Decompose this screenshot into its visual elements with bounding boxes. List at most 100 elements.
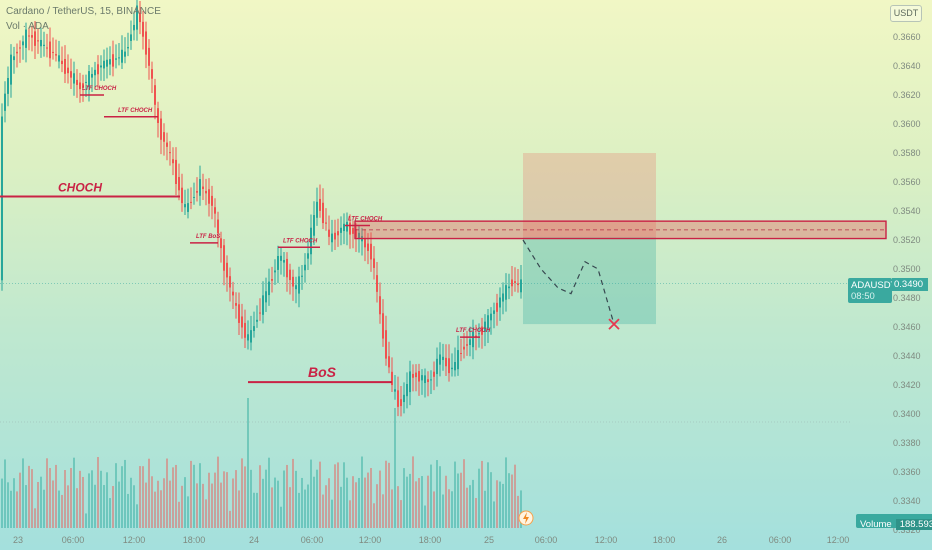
volume-bar: [322, 494, 324, 528]
x-axis-tick-label: 12:00: [595, 535, 618, 545]
candle-body: [349, 222, 351, 235]
volume-bar: [244, 466, 246, 528]
x-axis-tick-label: 23: [13, 535, 23, 545]
candle-body: [433, 371, 435, 377]
x-axis-tick-label: 24: [249, 535, 259, 545]
candle-body: [73, 73, 75, 84]
volume-bar: [448, 489, 450, 528]
volume-bar: [277, 480, 279, 528]
candle-body: [67, 67, 69, 74]
currency-button[interactable]: USDT: [890, 5, 922, 22]
volume-bar: [505, 457, 507, 528]
volume-bar: [115, 463, 117, 528]
x-axis-tick-label: 18:00: [183, 535, 206, 545]
candle-body: [94, 69, 96, 76]
x-axis-tick-label: 18:00: [653, 535, 676, 545]
candle-body: [235, 303, 237, 306]
candle-body: [292, 276, 294, 287]
volume-bar: [343, 462, 345, 528]
volume-bar: [169, 480, 171, 528]
volume-bar: [7, 482, 9, 528]
candle-body: [25, 29, 27, 48]
volume-bar: [235, 470, 237, 528]
candle-body: [208, 189, 210, 204]
structure-label: LTF BoS: [196, 234, 220, 240]
volume-bar: [46, 458, 48, 528]
volume-bar: [130, 477, 132, 528]
volume-bar: [280, 506, 282, 528]
candle-body: [127, 47, 129, 49]
volume-tag-value: 188.593 K: [895, 519, 932, 530]
volume-bar: [436, 460, 438, 528]
volume-bar: [64, 470, 66, 528]
price-tag: ADAUSDT 08:50: [848, 278, 896, 303]
volume-bar: [58, 490, 60, 528]
candle-body: [328, 229, 330, 237]
candle-body: [148, 47, 150, 66]
volume-bar: [193, 464, 195, 528]
candle-body: [169, 152, 171, 154]
candle-body: [439, 354, 441, 365]
candle-body: [91, 73, 93, 78]
volume-bar: [49, 468, 51, 528]
candle-body: [400, 399, 402, 407]
volume-bar: [520, 490, 522, 528]
candle-body: [7, 77, 9, 94]
candle-body: [31, 35, 33, 38]
volume-bar: [118, 481, 120, 528]
candle-body: [85, 81, 87, 83]
volume-series: [1, 398, 522, 528]
volume-bar: [247, 398, 249, 528]
candle-body: [283, 260, 285, 263]
candle-body: [61, 60, 63, 65]
candle-body: [511, 279, 513, 287]
candle-body: [28, 35, 30, 37]
candle-body: [295, 285, 297, 290]
candle-body: [322, 202, 324, 224]
candle-body: [64, 58, 66, 74]
candle-body: [448, 358, 450, 374]
candle-body: [13, 56, 15, 61]
volume-bar: [190, 460, 192, 528]
lightning-icon: [518, 510, 534, 526]
candle-body: [55, 54, 57, 56]
candle-body: [190, 201, 192, 203]
candle-body: [259, 312, 261, 314]
candle-body: [409, 371, 411, 393]
structure-label: LTF CHOCH: [82, 86, 117, 92]
volume-bar: [412, 456, 414, 528]
candle-body: [460, 353, 462, 355]
volume-bar: [142, 466, 144, 528]
candle-body: [364, 238, 366, 248]
structure-label: LTF CHOCH: [283, 238, 318, 244]
y-axis-tick-label: 0.3340: [893, 496, 921, 506]
volume-bar: [259, 465, 261, 528]
volume-bar: [94, 484, 96, 528]
stop-loss-zone: [523, 153, 656, 238]
y-axis-tick-label: 0.3520: [893, 235, 921, 245]
volume-bar: [379, 470, 381, 528]
candle-body: [358, 232, 360, 239]
volume-bar: [313, 476, 315, 528]
volume-bar: [166, 458, 168, 528]
y-axis-tick-label: 0.3660: [893, 32, 921, 42]
volume-bar: [238, 490, 240, 528]
volume-bar: [34, 508, 36, 528]
volume-bar: [400, 500, 402, 528]
volume-bar: [487, 462, 489, 528]
candle-body: [238, 304, 240, 323]
volume-bar: [67, 485, 69, 528]
candle-body: [232, 291, 234, 296]
candle-body: [256, 319, 258, 322]
candle-body: [385, 330, 387, 359]
candle-body: [454, 362, 456, 371]
candle-body: [244, 322, 246, 338]
candle-body: [1, 116, 3, 281]
volume-tag-label: Volume: [860, 519, 892, 530]
candle-body: [289, 269, 291, 281]
price-tag-value: 0.3490: [894, 279, 924, 290]
candle-body: [481, 326, 483, 335]
volume-bar: [127, 493, 129, 528]
y-axis-tick-label: 0.3420: [893, 380, 921, 390]
